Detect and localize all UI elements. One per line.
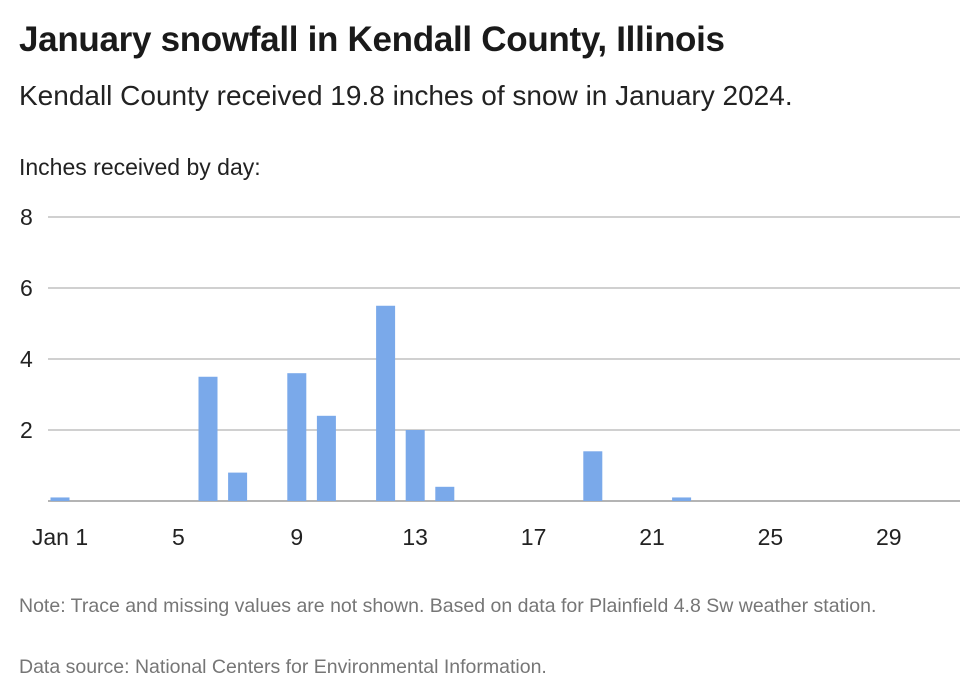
bar-day-9 — [287, 373, 307, 501]
bar-day-22 — [672, 497, 692, 501]
x-tick-label: 29 — [876, 524, 902, 550]
x-tick-label: 21 — [639, 524, 665, 550]
y-axis-label: Inches received by day: — [19, 154, 261, 180]
y-tick-label: 2 — [20, 417, 33, 443]
x-tick-label: 17 — [521, 524, 547, 550]
y-tick-labels: 2 4 6 8 — [20, 204, 33, 443]
chart-subtitle: Kendall County received 19.8 inches of s… — [19, 80, 793, 111]
bar-day-1 — [50, 497, 70, 501]
chart-note: Note: Trace and missing values are not s… — [19, 595, 877, 617]
gridlines — [48, 216, 960, 502]
bar-day-19 — [583, 451, 603, 501]
x-tick-label: 25 — [758, 524, 784, 550]
bars — [50, 305, 692, 501]
x-tick-label: 5 — [172, 524, 185, 550]
x-tick-label: 9 — [290, 524, 303, 550]
bar-day-7 — [228, 472, 248, 501]
y-tick-label: 8 — [20, 204, 33, 230]
bar-day-10 — [316, 415, 336, 501]
data-source: Data source: National Centers for Enviro… — [19, 656, 547, 678]
x-tick-labels: Jan 1 5 9 13 17 21 25 29 — [32, 524, 902, 550]
x-tick-label: 13 — [402, 524, 428, 550]
bar-chart: 2 4 6 8 Jan 1 5 9 13 17 21 25 29 — [20, 204, 960, 550]
chart-title: January snowfall in Kendall County, Illi… — [19, 20, 725, 59]
bar-day-12 — [376, 305, 396, 501]
bar-day-13 — [405, 430, 425, 501]
y-tick-label: 6 — [20, 275, 33, 301]
bar-day-6 — [198, 376, 218, 501]
bar-day-14 — [435, 486, 455, 501]
y-tick-label: 4 — [20, 346, 33, 372]
x-tick-label: Jan 1 — [32, 524, 88, 550]
